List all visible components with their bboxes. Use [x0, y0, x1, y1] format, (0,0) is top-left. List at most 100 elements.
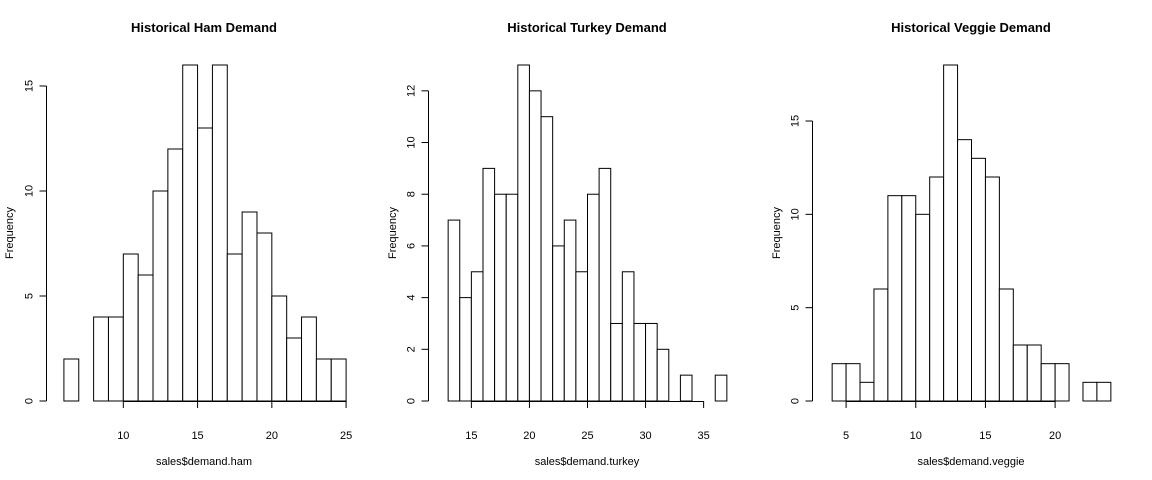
ham-bars: [63, 64, 347, 402]
veggie-x-tick-label: 10: [910, 430, 922, 442]
turkey-bar: [587, 193, 600, 402]
ham-bar: [301, 316, 317, 402]
veggie-bar: [957, 139, 972, 402]
ham-bar: [152, 190, 169, 402]
ham-chart-title: Historical Ham Demand: [131, 20, 277, 35]
turkey-x-tick-label: 15: [465, 430, 477, 442]
ham-bar: [330, 358, 347, 402]
ham-bar: [93, 316, 109, 402]
veggie-x-axis-label: sales$demand.veggie: [917, 456, 1024, 468]
turkey-x-tick-label: 20: [523, 430, 535, 442]
ham-bar: [271, 295, 288, 402]
veggie-bar: [929, 176, 945, 402]
veggie-x-tick-label: 20: [1049, 430, 1061, 442]
ham-x-tick-label: 10: [117, 430, 129, 442]
turkey-bar: [552, 245, 565, 402]
veggie-y-tick-label: 5: [790, 305, 802, 311]
veggie-bar: [859, 381, 875, 402]
veggie-y-tick-label: 10: [790, 208, 802, 220]
veggie-bar: [1012, 344, 1028, 402]
ham-y-tick-label: 5: [24, 293, 36, 299]
turkey-x-axis: 15 20 25 30 35: [465, 401, 710, 442]
veggie-bar: [1040, 363, 1056, 402]
turkey-y-axis-label: Frequency: [387, 207, 399, 259]
turkey-x-tick-label: 25: [581, 430, 593, 442]
ham-x-tick-label: 25: [340, 430, 352, 442]
turkey-bar: [494, 193, 507, 402]
turkey-bar: [505, 193, 519, 402]
veggie-bar: [901, 195, 917, 402]
turkey-bar: [633, 322, 647, 402]
turkey-bar: [621, 271, 635, 402]
ham-y-axis-label: Frequency: [4, 207, 16, 259]
turkey-bar: [447, 219, 461, 402]
veggie-y-tick-label: 0: [790, 398, 802, 404]
veggie-bar: [915, 213, 931, 402]
turkey-y-tick-label: 12: [406, 85, 418, 97]
veggie-histogram-panel: Historical Veggie Demand sales$demand.ve…: [771, 20, 1112, 468]
turkey-bar: [540, 116, 554, 402]
veggie-chart-title: Historical Veggie Demand: [891, 20, 1051, 35]
ham-x-axis: 10 15 20 25: [117, 401, 352, 442]
turkey-bar: [563, 219, 577, 402]
veggie-y-tick-label: 15: [790, 115, 802, 127]
veggie-bar: [831, 363, 847, 402]
ham-bar: [315, 358, 332, 402]
ham-bar: [197, 127, 213, 402]
turkey-bar: [575, 271, 589, 402]
turkey-x-tick-label: 35: [698, 430, 710, 442]
ham-x-axis-label: sales$demand.ham: [156, 456, 252, 468]
turkey-bar: [714, 374, 728, 402]
veggie-bar: [943, 64, 959, 402]
ham-bar: [137, 274, 154, 402]
veggie-bar: [1026, 344, 1042, 402]
veggie-bar: [887, 195, 903, 402]
veggie-bar: [845, 363, 861, 402]
veggie-x-axis: 5 10 15 20: [843, 401, 1061, 442]
turkey-bar: [517, 64, 530, 402]
ham-bar: [241, 211, 258, 402]
ham-bar: [63, 358, 80, 402]
ham-bar: [256, 232, 273, 402]
veggie-x-tick-label: 15: [979, 430, 991, 442]
veggie-bars: [831, 64, 1112, 402]
turkey-y-tick-label: 8: [406, 191, 418, 197]
ham-y-axis: 0 5 10 15: [24, 80, 47, 404]
turkey-y-axis: 0 2 4 6 8 10 12: [406, 85, 429, 404]
turkey-y-tick-label: 0: [406, 398, 418, 404]
turkey-y-tick-label: 2: [406, 346, 418, 352]
veggie-bar: [984, 176, 1000, 402]
ham-bar: [226, 253, 243, 402]
ham-x-tick-label: 15: [191, 430, 203, 442]
turkey-bar: [482, 167, 496, 402]
ham-bar: [107, 316, 124, 402]
turkey-y-tick-label: 6: [406, 243, 418, 249]
veggie-bar: [1054, 363, 1070, 402]
veggie-bar: [971, 157, 986, 402]
turkey-bar: [679, 374, 693, 402]
veggie-bar: [1096, 381, 1112, 402]
turkey-bar: [656, 348, 670, 402]
turkey-bar: [610, 322, 623, 402]
turkey-bar: [528, 90, 542, 402]
turkey-y-tick-label: 4: [406, 295, 418, 301]
veggie-x-tick-label: 5: [843, 430, 849, 442]
turkey-bars: [447, 64, 728, 402]
ham-x-tick-label: 20: [266, 430, 278, 442]
turkey-x-tick-label: 30: [639, 430, 651, 442]
ham-bar: [211, 64, 228, 402]
veggie-bar: [873, 288, 889, 402]
veggie-bar: [998, 288, 1014, 402]
ham-bar: [167, 148, 184, 402]
turkey-x-axis-label: sales$demand.turkey: [535, 456, 640, 468]
turkey-chart-title: Historical Turkey Demand: [507, 20, 666, 35]
turkey-y-tick-label: 10: [406, 136, 418, 148]
ham-bar: [182, 64, 199, 402]
ham-y-tick-label: 0: [24, 398, 36, 404]
ham-histogram-panel: Historical Ham Demand sales$demand.ham F…: [4, 20, 352, 468]
veggie-y-axis: 0 5 10 15: [790, 115, 813, 404]
turkey-bar: [459, 297, 472, 402]
turkey-histogram-panel: Historical Turkey Demand sales$demand.tu…: [387, 20, 728, 468]
veggie-bar: [1082, 381, 1098, 402]
